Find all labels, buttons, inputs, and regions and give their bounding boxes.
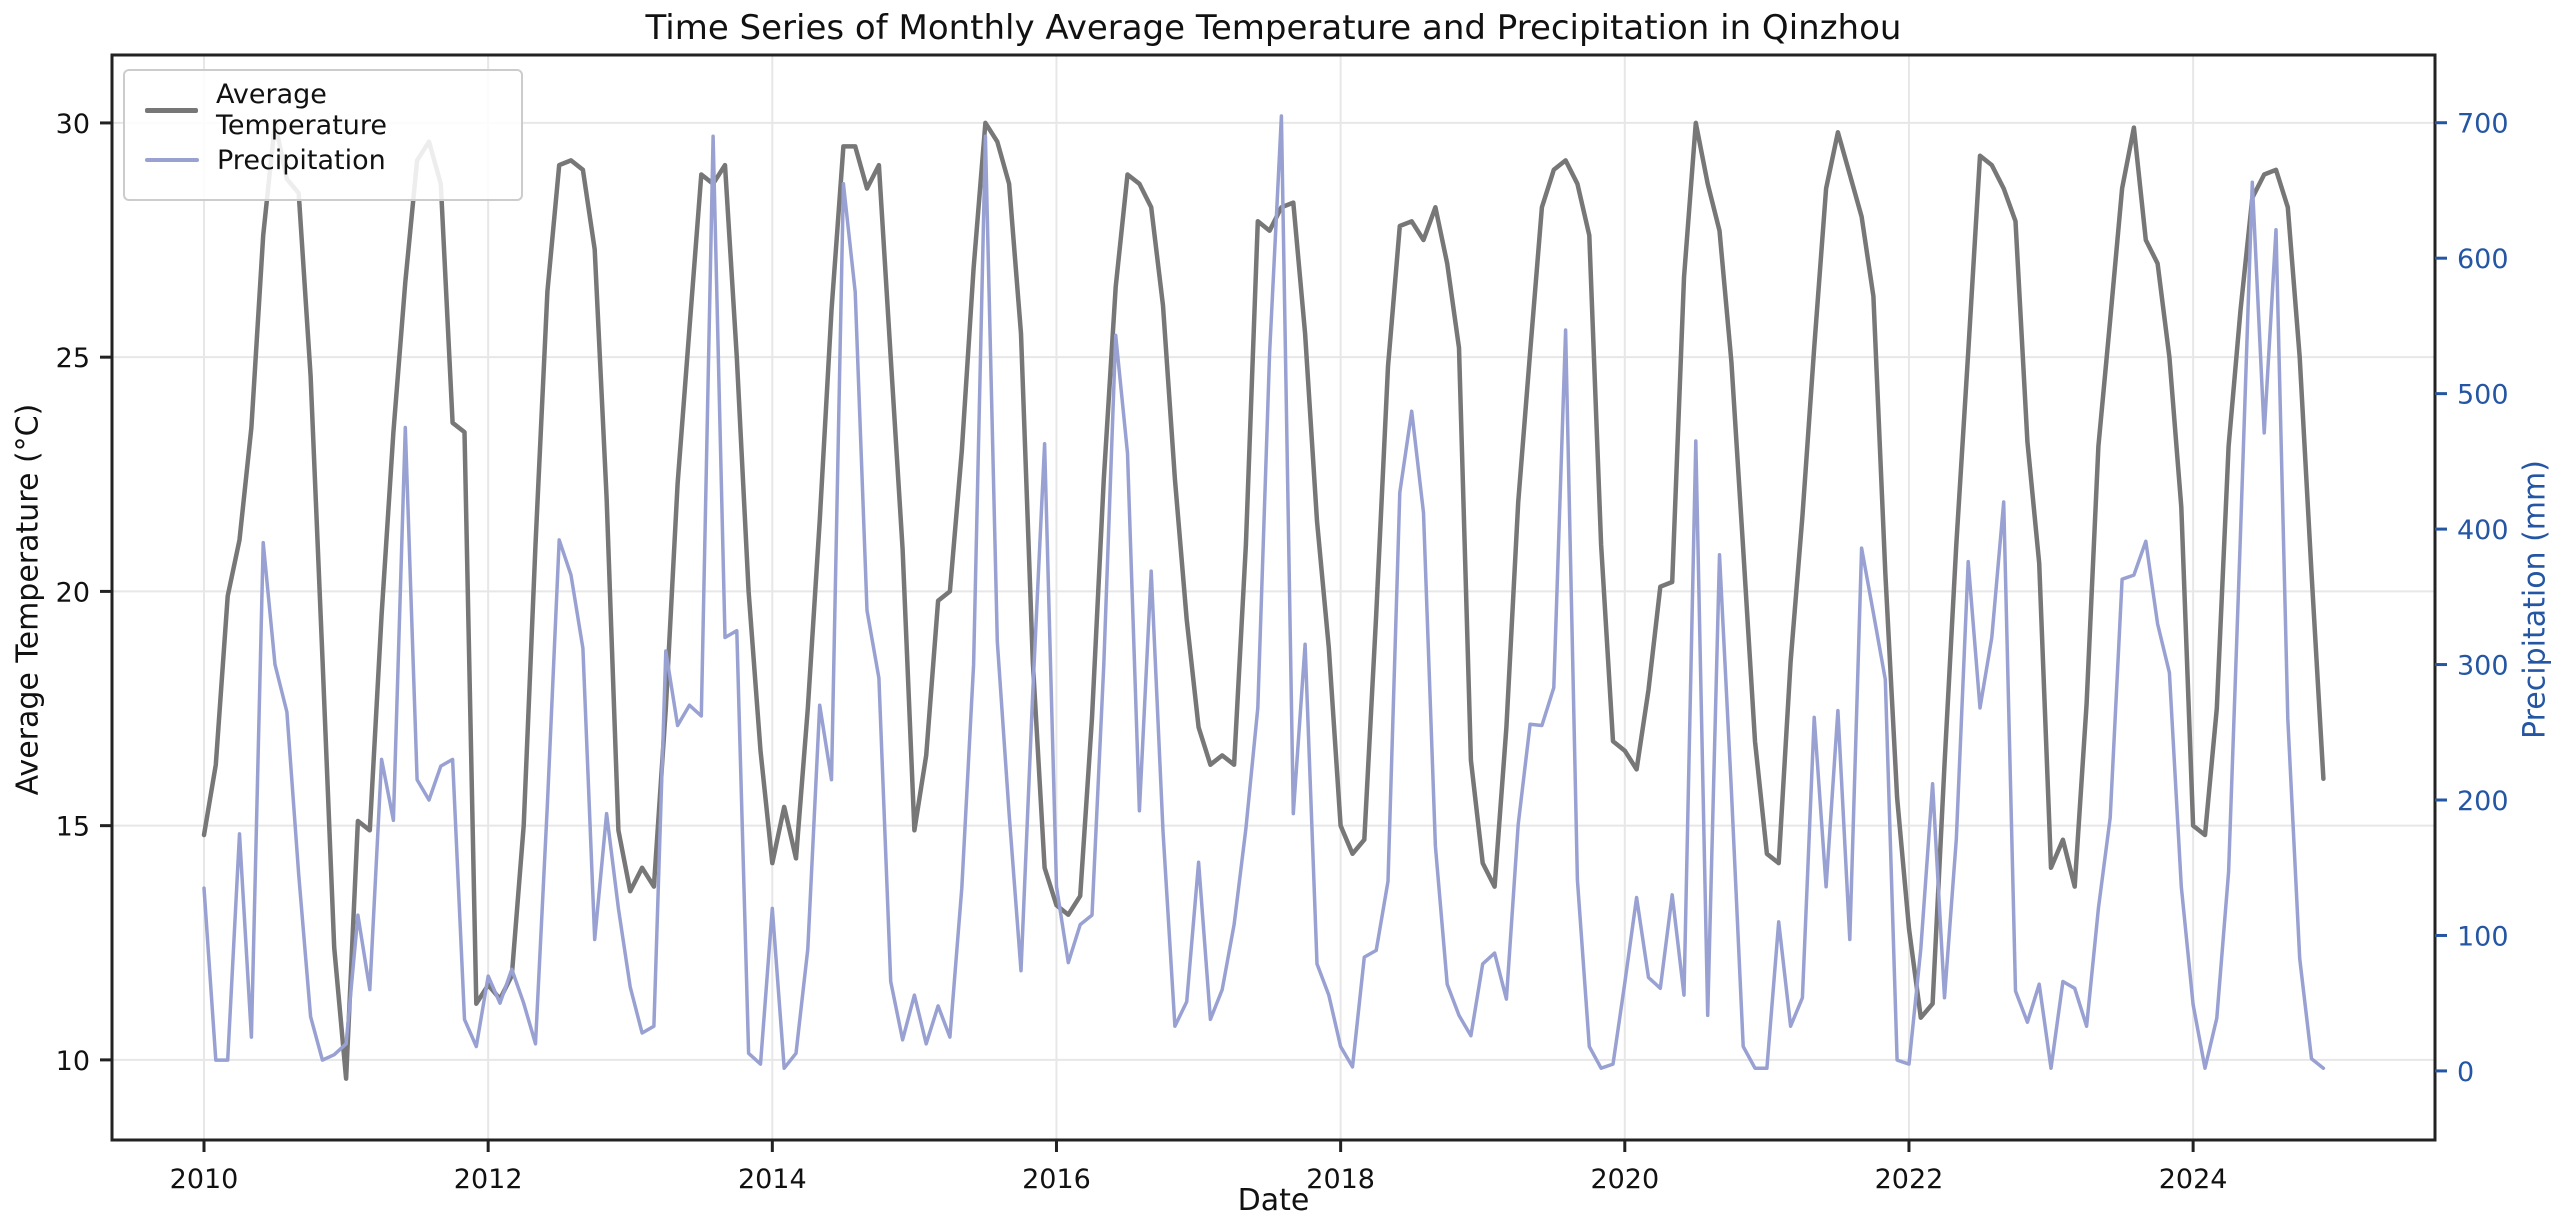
left-tick-label: 15 [56,812,90,843]
right-axis-label: Precipitation (mm) [2517,460,2553,739]
x-tick-label: 2016 [1022,1164,1091,1195]
x-tick-label: 2014 [738,1164,807,1195]
x-tick-label: 2012 [454,1164,523,1195]
right-tick-label: 100 [2457,921,2509,952]
precipitation-line [202,114,2326,1070]
chart-title: Time Series of Monthly Average Temperatu… [645,8,1902,48]
legend-label-temperature: Average Temperature [215,79,388,141]
x-axis-label: Date [1237,1183,1310,1218]
x-tick-label: 2024 [2159,1164,2228,1195]
legend: Average Temperature Precipitation [123,69,523,201]
right-tick-label: 400 [2457,515,2509,546]
right-tick-label: 200 [2457,786,2509,817]
right-tick-label: 700 [2457,109,2509,140]
x-tick-label: 2010 [170,1164,239,1195]
legend-item-temperature: Average Temperature [145,79,501,141]
right-tick-label: 600 [2457,244,2509,275]
x-tick-label: 2020 [1590,1164,1659,1195]
left-tick-label: 10 [56,1046,90,1077]
right-tick-label: 0 [2457,1057,2474,1088]
right-tick-label: 500 [2457,380,2509,411]
legend-item-precipitation: Precipitation [145,135,501,185]
precipitation-line-swatch [145,158,199,162]
right-tick-label: 300 [2457,651,2509,682]
left-axis-label: Average Temperature (°C) [10,403,46,796]
x-tick-label: 2018 [1306,1164,1375,1195]
x-tick-label: 2022 [1875,1164,1944,1195]
temperature-line-swatch [145,107,198,113]
temperature-line [201,120,2326,1081]
legend-label-precipitation: Precipitation [217,144,386,176]
left-tick-label: 20 [56,577,90,608]
plot-border [110,53,2437,1142]
left-tick-label: 25 [56,343,90,374]
left-tick-label: 30 [56,109,90,140]
